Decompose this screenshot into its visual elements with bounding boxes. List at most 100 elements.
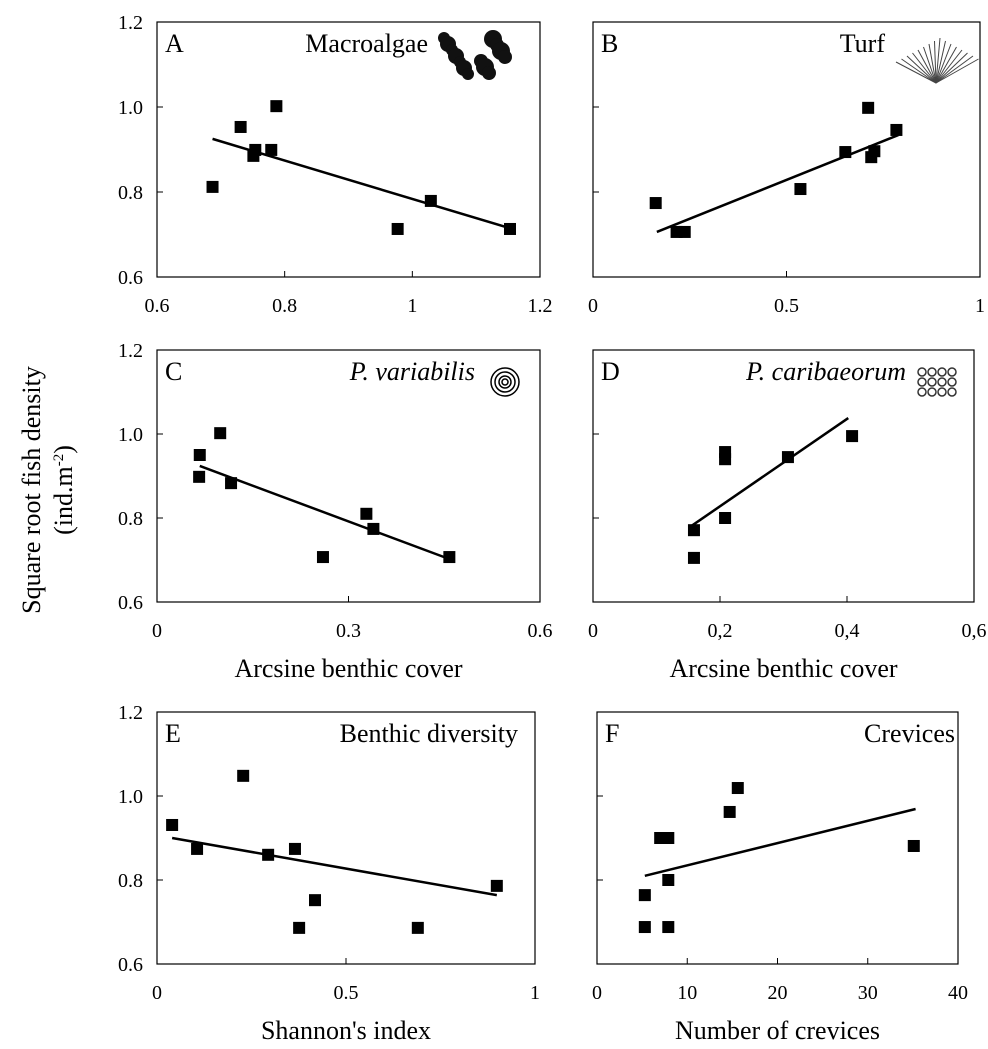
y-tick-label: 0.8 [118,182,143,204]
icon-part [917,49,937,84]
trend-line [644,807,916,878]
icon-part [935,43,952,84]
icon-part [935,52,968,84]
x-tick-label: 0.5 [774,295,799,317]
x-tick-label: 0,4 [835,620,860,642]
data-point [638,921,651,934]
plot-frame [156,21,541,278]
plot-frame [592,349,975,603]
data-point [649,197,662,210]
x-axis-title: Number of crevices [675,1016,880,1045]
data-point [638,889,651,902]
data-point [214,427,227,440]
y-axis-title-unit: (ind.m-2) [49,445,78,535]
y-tick-label: 1.2 [118,702,143,724]
panel-letter: E [165,719,181,748]
icon-part [912,52,937,84]
data-point [907,839,920,852]
x-tick-label: 0.3 [336,620,361,642]
icon-part [917,387,927,397]
trend-line [171,836,498,897]
icon-part [927,367,937,377]
panel-name: Crevices [864,719,955,748]
x-tick-label: 1 [975,295,985,317]
data-point [309,894,322,907]
icon [895,37,979,84]
y-tick-label: 0.6 [118,267,143,289]
x-axis-title: Arcsine benthic cover [669,654,897,683]
icon [438,30,512,80]
x-tick-label: 10 [677,982,697,1004]
x-tick-label: 0.6 [145,295,170,317]
icon-part [494,371,516,393]
x-tick-label: 0 [152,982,162,1004]
unit-end: ) [49,445,78,454]
plot-frame [156,349,541,603]
unit: (ind.m [49,466,78,535]
icon-part [927,377,937,387]
data-point [719,453,732,466]
icon-part [935,49,963,84]
x-tick-label: 0,6 [962,620,987,642]
data-point [193,449,206,461]
x-tick-label: 0 [588,620,598,642]
icon-part [937,387,947,397]
panel-name: P. variabilis [349,357,475,386]
data-point [391,222,404,235]
icon-part [901,58,937,84]
data-point [662,874,675,886]
icon-part [947,367,957,377]
data-point [490,879,503,892]
icon-part [935,40,946,84]
y-tick-label: 1.2 [118,12,143,34]
x-axis-title: Shannon's index [261,1016,431,1045]
icon-part [935,37,941,84]
x-tick-label: 30 [858,982,878,1004]
icon-part [947,387,957,397]
icon-part [934,40,937,84]
x-tick-label: 0.5 [334,982,359,1004]
y-tick-label: 1.0 [118,424,143,446]
x-tick-label: 0,2 [708,620,733,642]
icon-part [482,66,496,80]
data-point [193,470,206,483]
data-point [678,225,691,238]
data-point [191,842,204,855]
data-point [288,842,301,855]
data-point [731,782,744,795]
data-point [662,921,675,934]
x-tick-label: 20 [768,982,788,1004]
icon-part [490,367,520,397]
icon-part [935,58,979,84]
x-tick-label: 1.2 [528,295,553,317]
panel-letter: D [601,357,620,386]
y-axis-title: Square root fish density [17,366,46,614]
data-point [662,832,675,844]
y-tick-label: 0.8 [118,508,143,530]
icon [917,367,957,397]
panel-name: Turf [840,29,886,58]
data-point [237,769,250,782]
data-point [846,430,859,443]
icon-part [928,43,937,84]
icon-part [935,46,957,84]
data-point [293,921,306,934]
data-point [225,477,238,490]
data-point [890,123,903,136]
unit-exponent: -2 [51,454,67,467]
x-tick-label: 1 [407,295,417,317]
plot-frame [156,711,536,965]
y-tick-label: 0.6 [118,954,143,976]
icon-part [927,387,937,397]
trend-line [199,464,453,562]
data-point [316,551,329,564]
icon-part [923,46,937,84]
x-tick-label: 1 [530,982,540,1004]
icon-part [947,377,957,387]
y-tick-label: 1.0 [118,97,143,119]
x-tick-label: 0 [592,982,602,1004]
x-tick-label: 0 [588,295,598,317]
x-tick-label: 0.6 [528,620,553,642]
icon-part [462,68,474,80]
